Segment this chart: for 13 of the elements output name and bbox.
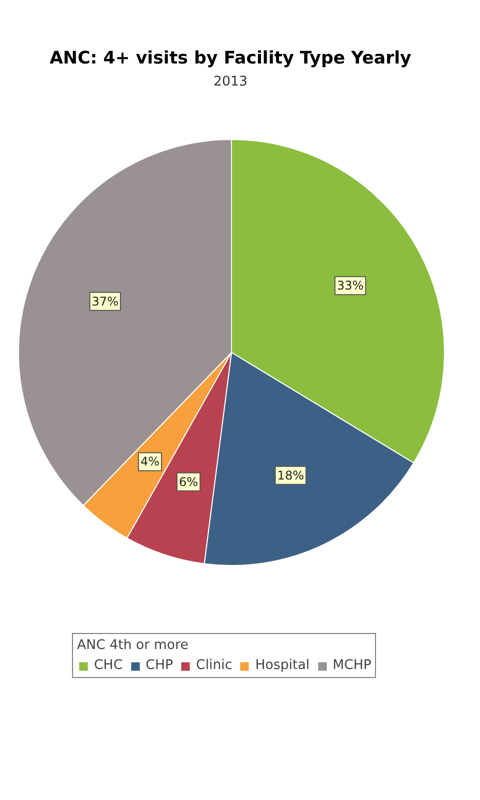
chart-title: ANC: 4+ visits by Facility Type Yearly <box>50 48 412 68</box>
legend-label: CHC <box>94 658 123 673</box>
data-label: 18% <box>277 468 304 482</box>
legend-title: ANC 4th or more <box>77 638 190 653</box>
legend-label: CHP <box>146 658 174 673</box>
data-label: 6% <box>179 474 198 489</box>
data-label: 37% <box>92 294 118 308</box>
data-label: 33% <box>336 278 364 293</box>
legend-label: Clinic <box>196 658 232 673</box>
legend-label: MCHP <box>332 658 372 673</box>
data-label: 4% <box>140 454 160 469</box>
chart-subtitle: 2013 <box>214 74 248 90</box>
legend-label: Hospital <box>255 658 310 673</box>
